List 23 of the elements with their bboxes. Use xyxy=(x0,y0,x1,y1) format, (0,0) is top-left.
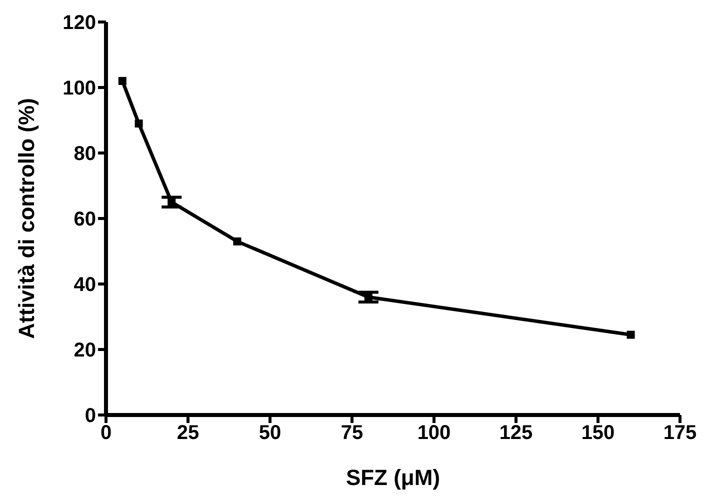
x-tick-label: 125 xyxy=(499,422,533,444)
y-tick-label: 40 xyxy=(74,274,96,296)
y-tick-label: 60 xyxy=(74,208,96,231)
x-tick-label: 25 xyxy=(176,422,200,444)
x-axis-title: SFZ (μM) xyxy=(346,465,440,490)
point xyxy=(168,198,176,206)
x-tick-label: 100 xyxy=(417,422,451,444)
point xyxy=(118,76,126,85)
point xyxy=(626,330,635,339)
y-tick-label: 120 xyxy=(62,12,96,34)
x-tick-label: 0 xyxy=(100,422,112,444)
point xyxy=(134,120,143,128)
x-tick-label: 50 xyxy=(258,422,282,444)
y-axis-title: Attività di controllo (%) xyxy=(14,98,39,339)
x-tick-label: 75 xyxy=(340,422,364,444)
y-tick-label: 0 xyxy=(84,405,96,428)
y-tick-label: 100 xyxy=(62,78,96,100)
x-tick-label: 175 xyxy=(663,422,697,444)
y-tick-label: 80 xyxy=(74,143,96,166)
y-tick-label: 20 xyxy=(74,340,96,362)
point xyxy=(233,237,242,246)
point xyxy=(364,293,372,302)
x-tick-label: 150 xyxy=(581,422,615,444)
